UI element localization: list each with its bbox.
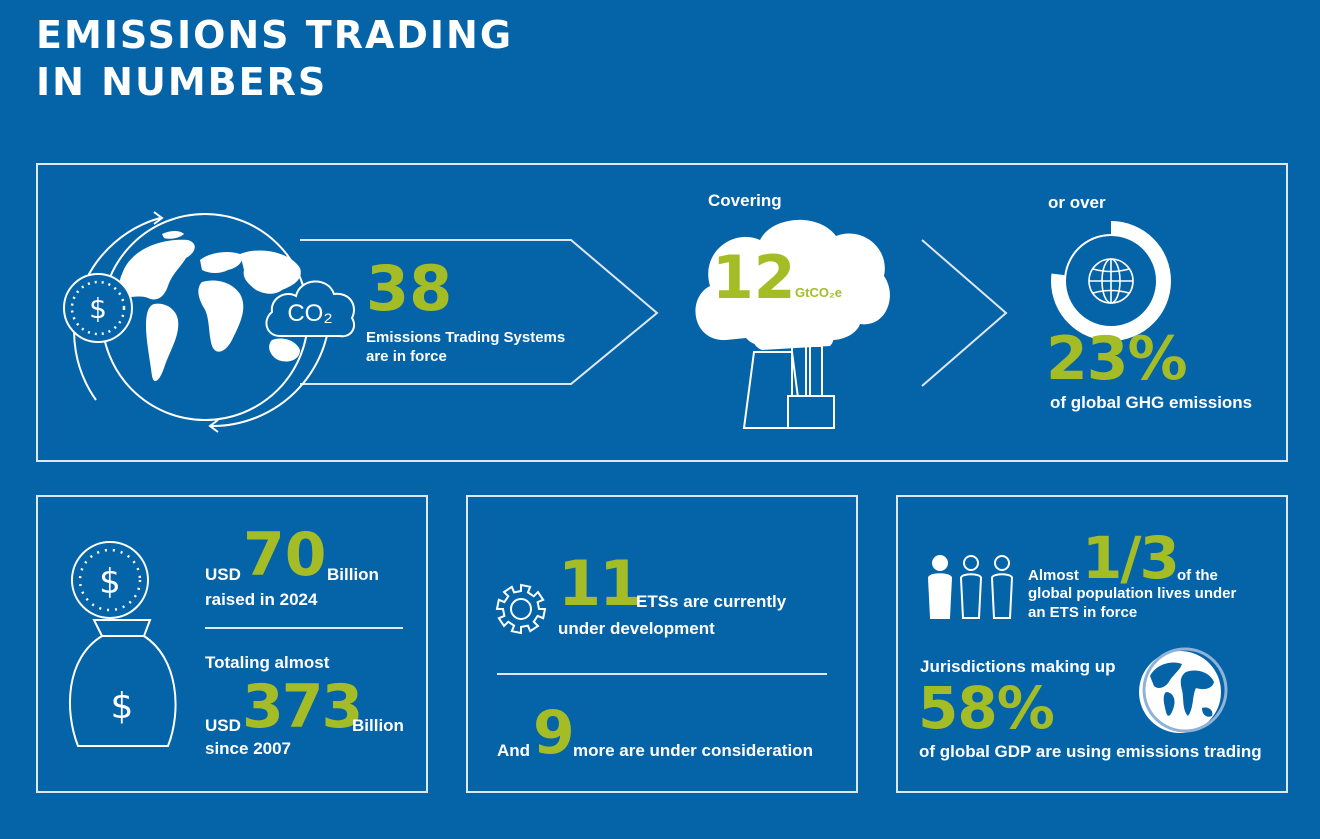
population-text-c: an ETS in force bbox=[1028, 604, 1138, 621]
development-panel bbox=[466, 495, 858, 793]
revenue-prefix-2: USD bbox=[205, 716, 241, 735]
development-text-1b: under development bbox=[558, 619, 715, 638]
development-text-2: more are under consideration bbox=[573, 741, 813, 760]
svg-text:$: $ bbox=[89, 292, 107, 325]
development-text-1a: ETSs are currently bbox=[636, 592, 787, 611]
development-prefix-2: And bbox=[497, 741, 531, 760]
people-icon bbox=[927, 555, 1014, 619]
revenue-panel bbox=[36, 495, 428, 793]
revenue-divider bbox=[205, 627, 403, 629]
ets-text-line-2: are in force bbox=[366, 348, 447, 365]
globe-icon bbox=[73, 211, 332, 433]
development-divider bbox=[497, 673, 827, 675]
top-panel bbox=[36, 163, 1288, 462]
small-globe-icon bbox=[1139, 647, 1228, 733]
svg-text:$: $ bbox=[111, 686, 134, 727]
gear-icon bbox=[495, 583, 547, 635]
development-value-2: 9 bbox=[533, 698, 575, 768]
title-line-2: IN NUMBERS bbox=[36, 60, 328, 104]
population-value: 1/3 bbox=[1082, 524, 1180, 592]
revenue-value-1: 70 bbox=[243, 520, 327, 590]
donut-chart-icon bbox=[1050, 220, 1171, 341]
share-label: or over bbox=[1048, 193, 1106, 212]
money-bag-icon: $ $ bbox=[69, 541, 177, 747]
chevron-right-icon bbox=[921, 239, 1008, 387]
factory-icon bbox=[695, 219, 890, 429]
share-caption: of global GHG emissions bbox=[1050, 393, 1253, 412]
covering-value: 12 bbox=[712, 243, 796, 313]
page-title: EMISSIONS TRADING IN NUMBERS bbox=[36, 12, 513, 106]
revenue-line-1b: raised in 2024 bbox=[205, 590, 318, 609]
gdp-intro: Jurisdictions making up bbox=[920, 657, 1116, 676]
co2-cloud-icon bbox=[265, 280, 356, 338]
revenue-prefix-1: USD bbox=[205, 565, 241, 584]
ets-count: 38 bbox=[366, 252, 453, 325]
population-prefix: Almost bbox=[1028, 567, 1079, 584]
svg-text:$: $ bbox=[99, 562, 121, 602]
ets-text-line-1: Emissions Trading Systems bbox=[366, 329, 566, 346]
covering-label: Covering bbox=[708, 191, 782, 210]
revenue-suffix-2: Billion bbox=[352, 716, 404, 735]
revenue-line-2b: since 2007 bbox=[205, 739, 292, 758]
dollar-coin-icon: $ bbox=[63, 273, 133, 343]
co2-label: CO₂ bbox=[287, 300, 333, 327]
revenue-value-2: 373 bbox=[242, 672, 363, 742]
gdp-caption: of global GDP are using emissions tradin… bbox=[919, 742, 1262, 761]
gdp-value: 58% bbox=[918, 674, 1055, 742]
revenue-suffix-1: Billion bbox=[327, 565, 379, 584]
revenue-intro-2: Totaling almost bbox=[205, 653, 330, 672]
share-value: 23% bbox=[1046, 324, 1188, 394]
covering-unit: GtCO₂e bbox=[795, 285, 842, 300]
population-panel bbox=[896, 495, 1288, 793]
population-text-b: global population lives under bbox=[1028, 585, 1237, 602]
title-line-1: EMISSIONS TRADING bbox=[36, 13, 514, 57]
small-globe-icon bbox=[1088, 258, 1134, 304]
population-text-a: of the bbox=[1177, 567, 1218, 584]
development-value-1: 11 bbox=[558, 547, 642, 620]
